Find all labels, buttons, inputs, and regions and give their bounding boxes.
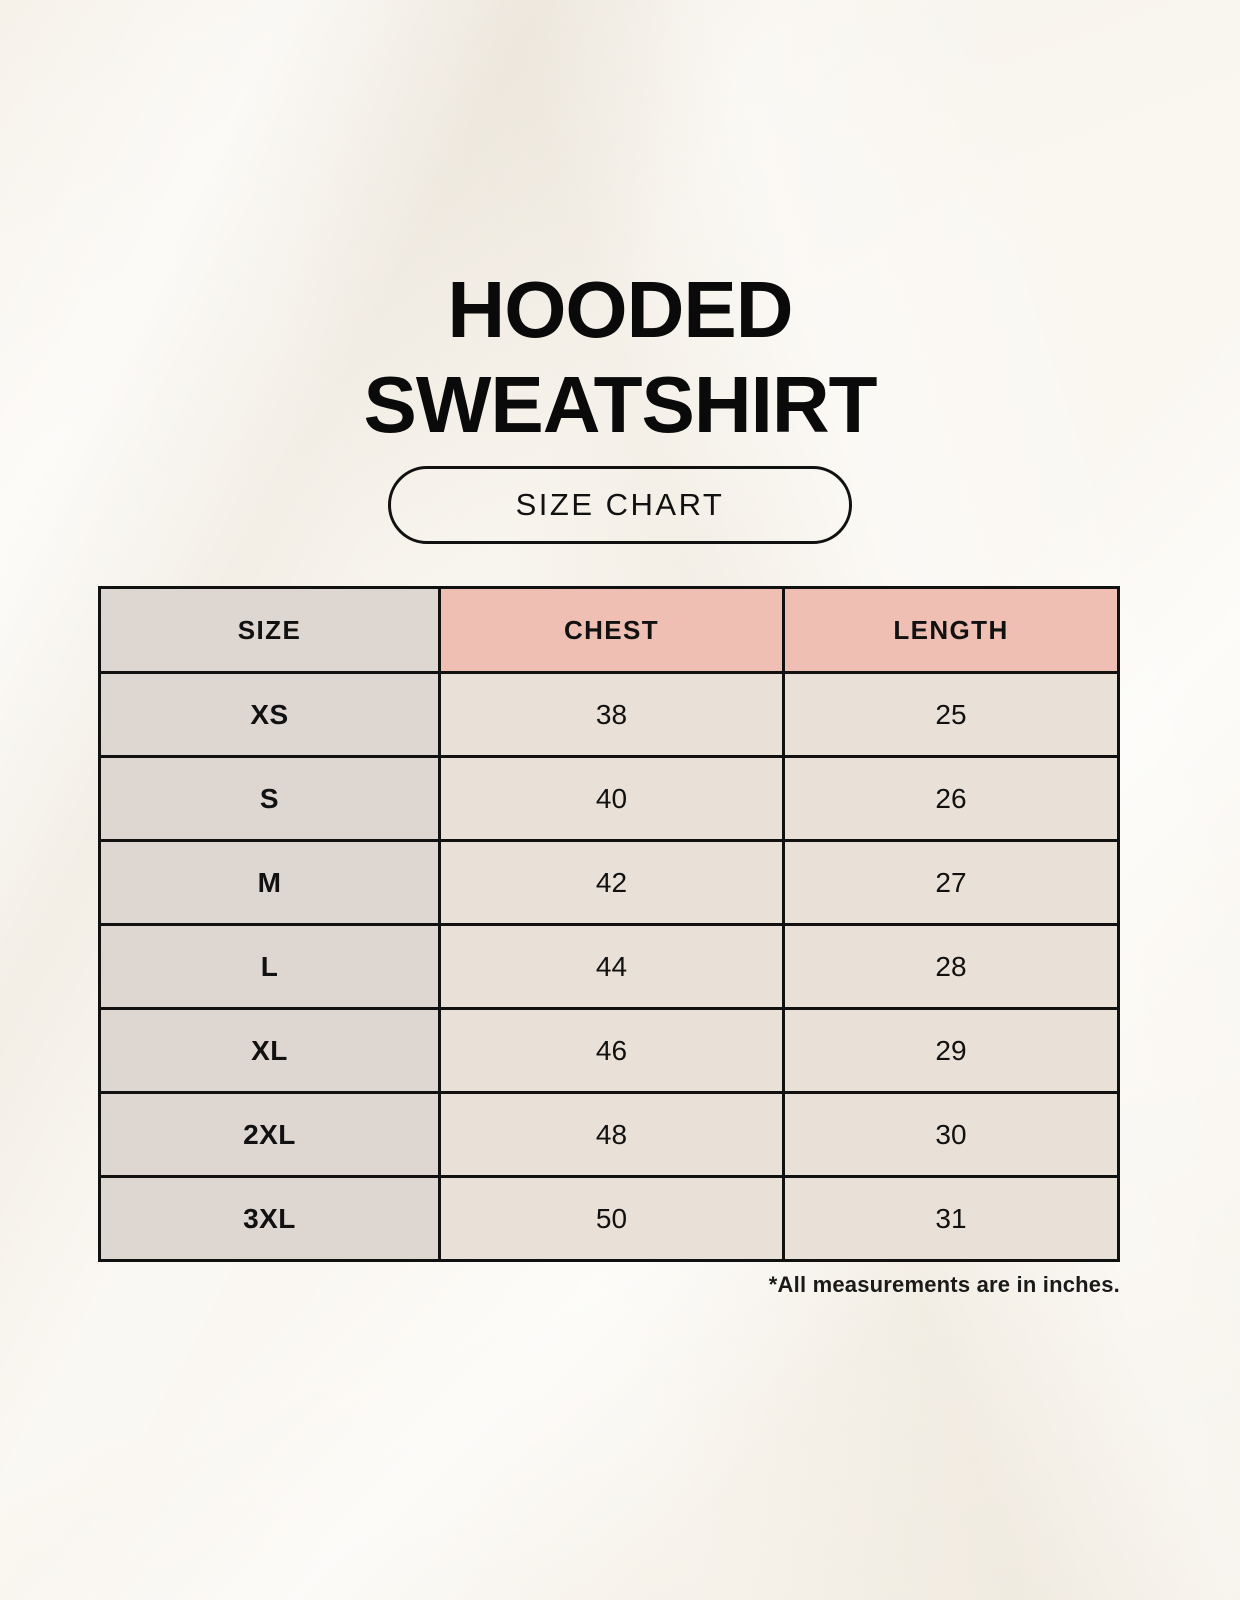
size-table-wrapper: SIZE CHEST LENGTH XS 38 25 S 40 26 M xyxy=(98,586,1120,1262)
title-line-2: SWEATSHIRT xyxy=(363,360,878,449)
column-header-size: SIZE xyxy=(98,586,441,674)
cell-chest: 46 xyxy=(438,1007,785,1094)
cell-size: L xyxy=(98,923,441,1010)
measurement-note: *All measurements are in inches. xyxy=(768,1272,1120,1297)
table-row: XS 38 25 xyxy=(98,671,1120,758)
cell-size: XS xyxy=(98,671,441,758)
column-header-length: LENGTH xyxy=(782,586,1120,674)
table-row: S 40 26 xyxy=(98,755,1120,842)
cell-length: 27 xyxy=(782,839,1120,926)
size-table-header: SIZE CHEST LENGTH xyxy=(98,586,1120,674)
size-table: SIZE CHEST LENGTH XS 38 25 S 40 26 M xyxy=(98,586,1120,1262)
cell-length: 29 xyxy=(782,1007,1120,1094)
cell-size: M xyxy=(98,839,441,926)
cell-chest: 42 xyxy=(438,839,785,926)
cell-length: 26 xyxy=(782,755,1120,842)
cell-chest: 50 xyxy=(438,1175,785,1262)
table-row: 2XL 48 30 xyxy=(98,1091,1120,1178)
cell-chest: 48 xyxy=(438,1091,785,1178)
cell-size: 3XL xyxy=(98,1175,441,1262)
cell-size: XL xyxy=(98,1007,441,1094)
column-header-chest: CHEST xyxy=(438,586,785,674)
table-row: XL 46 29 xyxy=(98,1007,1120,1094)
header-row: SIZE CHEST LENGTH xyxy=(98,586,1120,674)
size-chart-badge-wrapper: SIZE CHART xyxy=(0,466,1240,544)
cell-chest: 38 xyxy=(438,671,785,758)
table-row: M 42 27 xyxy=(98,839,1120,926)
table-row: 3XL 50 31 xyxy=(98,1175,1120,1262)
cell-chest: 40 xyxy=(438,755,785,842)
size-table-body: XS 38 25 S 40 26 M 42 27 L 44 28 xyxy=(98,671,1120,1262)
page-title: HOODED SWEATSHIRT xyxy=(0,265,1240,449)
cell-length: 30 xyxy=(782,1091,1120,1178)
size-chart-badge: SIZE CHART xyxy=(388,466,852,544)
title-line-1: HOODED xyxy=(447,265,793,354)
cell-length: 28 xyxy=(782,923,1120,1010)
cell-length: 25 xyxy=(782,671,1120,758)
cell-chest: 44 xyxy=(438,923,785,1010)
size-chart-badge-label: SIZE CHART xyxy=(515,487,725,522)
cell-length: 31 xyxy=(782,1175,1120,1262)
table-row: L 44 28 xyxy=(98,923,1120,1010)
cell-size: S xyxy=(98,755,441,842)
cell-size: 2XL xyxy=(98,1091,441,1178)
